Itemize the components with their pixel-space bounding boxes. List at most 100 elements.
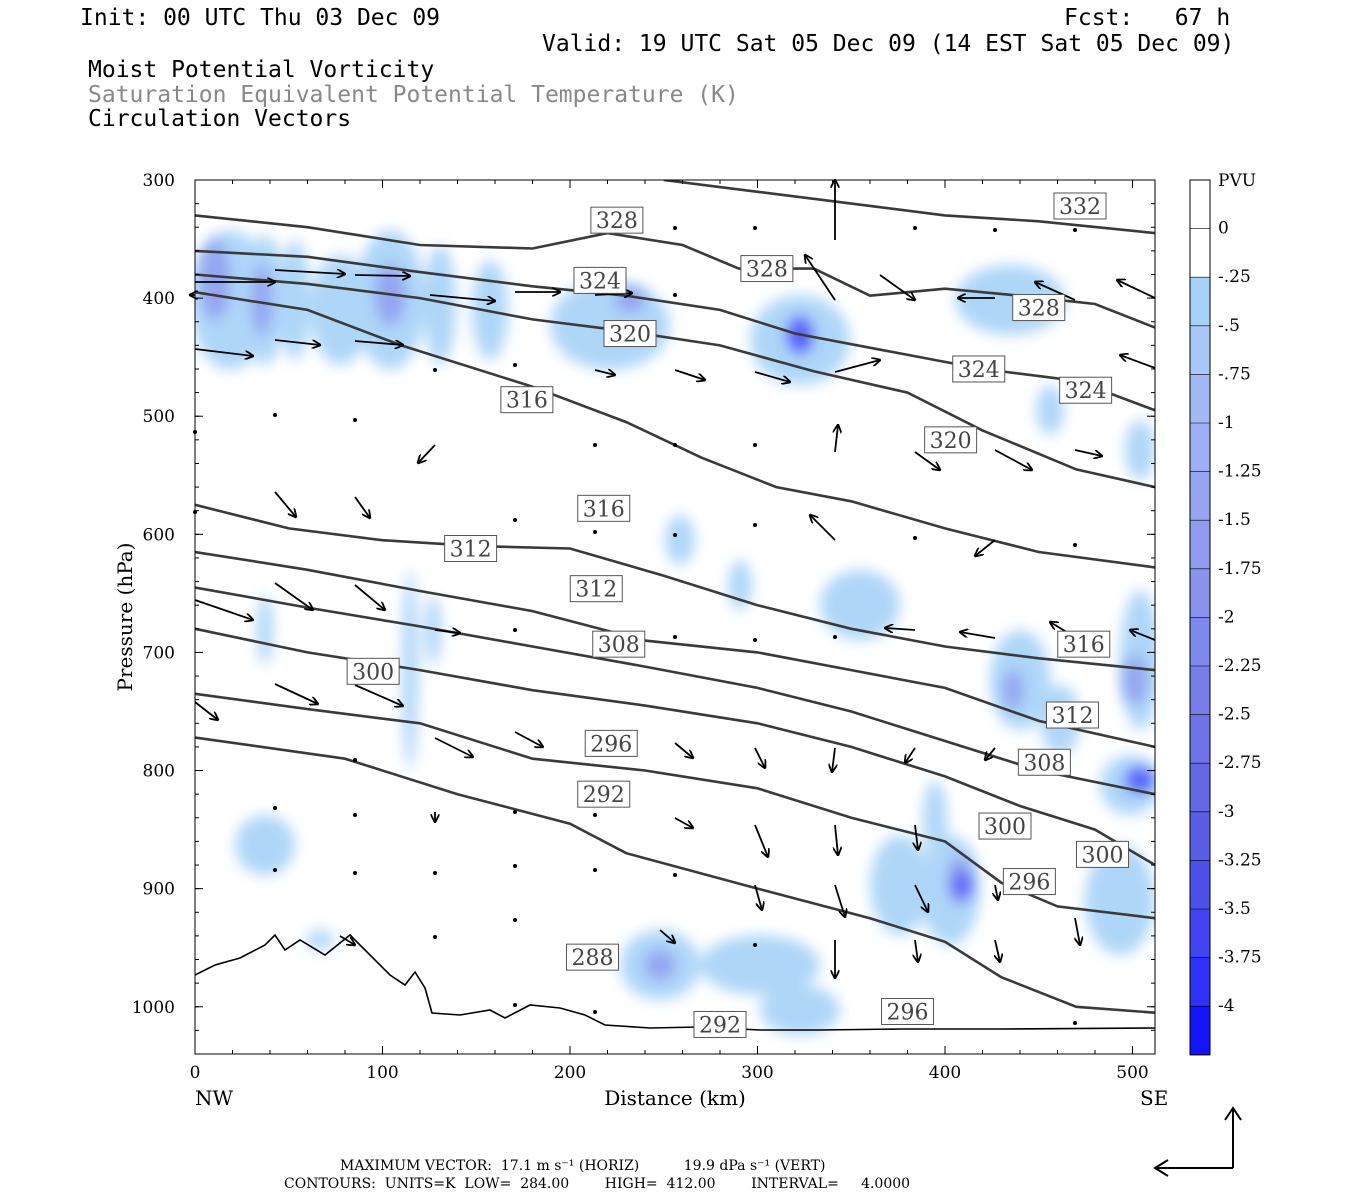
vector-arrow: [834, 884, 845, 917]
contour-line-332: [663, 180, 1155, 235]
contour-label: 328: [740, 255, 794, 283]
vector-arrow: [514, 731, 543, 747]
contour-label: 320: [603, 320, 657, 348]
colorbar-swatch: [1190, 325, 1210, 375]
vector-arrow: [274, 683, 318, 704]
contour-label-text: 308: [598, 633, 640, 658]
colorbar-label: -3.25: [1218, 850, 1262, 870]
x-tick-label: 200: [554, 1063, 586, 1083]
colorbar-swatch: [1190, 617, 1210, 667]
contour-line-316: [195, 290, 1155, 569]
contour-label-text: 312: [575, 578, 617, 603]
vector-arrow: [995, 884, 998, 900]
y-tick-label: 700: [143, 643, 175, 663]
contour-label-text: 312: [450, 537, 492, 562]
contour-label: 320: [924, 426, 978, 454]
colorbar-label: -1: [1218, 413, 1235, 433]
vector-arrow: [354, 584, 385, 610]
contour-label-text: 320: [930, 429, 972, 454]
valid-time: Valid: 19 UTC Sat 05 Dec 09 (14 EST Sat …: [542, 31, 1235, 57]
contour-line-288: [195, 736, 1155, 1014]
colorbar-label: -2.5: [1218, 705, 1251, 725]
contour-label-text: 308: [1023, 751, 1065, 776]
contour-label: 300: [346, 657, 400, 685]
colorbar-swatch: [1190, 277, 1210, 327]
contour-label-text: 328: [1018, 297, 1060, 322]
colorbar-label: -.5: [1218, 316, 1240, 336]
contour-label: 312: [1046, 701, 1099, 729]
contour-label: 292: [577, 780, 631, 808]
vector-arrow: [914, 451, 940, 470]
x-tick-label: 500: [1116, 1063, 1148, 1083]
max-vector-note: MAXIMUM VECTOR: 17.1 m s⁻¹ (HORIZ) 19.9 …: [340, 1158, 826, 1174]
x-tick-label: 300: [741, 1063, 773, 1083]
colorbar-swatch: [1190, 228, 1210, 278]
contour-label: 296: [1002, 868, 1056, 896]
contour-label-text: 300: [1082, 843, 1124, 868]
contour-label-text: 296: [887, 1000, 929, 1025]
contour-label: 288: [566, 943, 619, 971]
vector-arrow: [339, 935, 355, 945]
x-axis-ticks: 0 100 200 300 400 500: [190, 180, 1149, 1083]
vector-arrow: [434, 737, 473, 757]
contour-label: 316: [1057, 630, 1111, 658]
colorbar-swatch: [1190, 520, 1210, 570]
vector-arrow: [915, 824, 918, 850]
vector-arrow: [418, 444, 436, 463]
vector-arrow: [960, 632, 996, 639]
vector-arrow: [994, 449, 1032, 470]
colorbar-title: PVU: [1218, 171, 1256, 191]
reference-vector: [1153, 1106, 1242, 1177]
pv-shading: [195, 230, 1155, 1035]
colorbar-swatch: [1190, 568, 1210, 618]
colorbar-swatch: [1190, 811, 1210, 861]
vector-arrow: [835, 824, 838, 855]
contour-label-text: 300: [984, 815, 1026, 840]
vector-arrow: [914, 884, 928, 912]
colorbar-label: -2: [1218, 607, 1235, 627]
contour-line-308: [195, 550, 1155, 749]
vector-arrow: [194, 348, 253, 356]
contour-label-text: 324: [1065, 379, 1107, 404]
contour-label-text: 292: [699, 1013, 741, 1038]
contour-label: 316: [577, 494, 631, 522]
y-tick-label: 1000: [132, 998, 175, 1018]
contour-label: 316: [500, 386, 554, 414]
vector-arrow: [754, 824, 768, 857]
contour-label-text: 328: [746, 258, 788, 283]
colorbar-label: -1.25: [1218, 462, 1262, 482]
y-tick-label: 400: [143, 289, 175, 309]
contour-label-text: 296: [590, 732, 632, 757]
colorbar-label: -3: [1218, 802, 1235, 822]
contour-label: 308: [1017, 748, 1071, 776]
vector-arrow: [354, 496, 370, 518]
contour-label: 312: [444, 534, 498, 562]
y-tick-label: 800: [143, 762, 175, 782]
vector-arrow: [659, 929, 675, 943]
colorbar-label: -.25: [1218, 267, 1251, 287]
vector-arrow: [905, 747, 916, 763]
vector-arrow: [274, 491, 296, 517]
contour-label: 300: [978, 812, 1032, 840]
colorbar-swatch: [1190, 860, 1210, 910]
vector-arrow: [674, 817, 693, 828]
vector-arrow: [1120, 355, 1156, 369]
vector-arrow: [1130, 630, 1156, 641]
colorbar-label: 0: [1218, 219, 1229, 239]
colorbar-swatch: [1190, 423, 1210, 473]
colorbar-label: -3.75: [1218, 948, 1262, 968]
contour-label: 324: [952, 355, 1006, 383]
contour-label: 296: [881, 997, 934, 1025]
contour-label: 312: [569, 575, 623, 603]
contour-line-324: [195, 249, 1155, 412]
contour-label: 328: [1012, 294, 1066, 322]
contour-label: 308: [592, 630, 646, 658]
vector-arrow: [915, 939, 918, 962]
colorbar-label: -2.75: [1218, 753, 1262, 773]
contour-label-text: 324: [958, 358, 1000, 383]
vector-arrow: [1075, 917, 1080, 945]
vector-arrow: [985, 747, 996, 760]
plot-frame: [194, 179, 1156, 1055]
y-axis-ticks: 300 400 500 600 700 800 900 1000: [132, 171, 1155, 1055]
